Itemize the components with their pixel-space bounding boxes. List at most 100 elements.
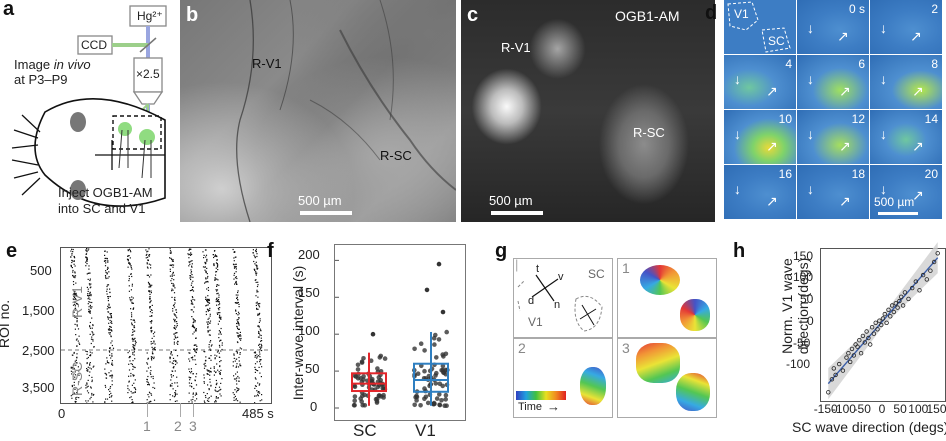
panel-e-ytick: 1,500 [22, 303, 55, 318]
arrow-icon: ↗ [839, 193, 851, 210]
panel-g-sub-2: 2 Time → [513, 338, 613, 418]
ccd-label: CCD [81, 38, 107, 52]
label-r-v1-c: R-V1 [501, 40, 531, 55]
data-point [375, 366, 380, 371]
wave-event [233, 249, 243, 403]
panel-f-ytick: 50 [305, 361, 319, 376]
wave-map-sc [676, 373, 710, 411]
frame-10s: 10↓↗ [724, 110, 796, 164]
wave-event [253, 249, 263, 404]
data-point [377, 393, 382, 398]
frame-time: 12 [852, 112, 865, 126]
box-plot [335, 245, 465, 420]
panel-g-sub-3: 3 [617, 338, 717, 418]
data-point [432, 336, 437, 341]
frame-time: 6 [858, 57, 865, 71]
panel-f-xtick-sc: SC [353, 421, 377, 441]
panel-label-h: h [733, 240, 745, 263]
scalebar-label-b: 500 µm [298, 193, 342, 208]
data-point [352, 403, 357, 408]
axis-letter-d: d [528, 295, 534, 307]
panel-d-frames: V1 SC 0 s↓↗ 2↓↗ 4↓↗ 6↓↗ 8↓↗ 10↓↗ 12↓↗ 14… [724, 0, 943, 220]
wave-event [145, 248, 156, 404]
panel-f-ytick: 150 [298, 285, 320, 300]
data-point [426, 401, 431, 406]
data-point [444, 403, 449, 408]
data-point [412, 347, 417, 352]
panel-g-sub-axes: | t v d n SC V1 [513, 258, 613, 338]
panel-h-ytick: 100 [793, 270, 813, 284]
panel-h-xtick: 150 [927, 402, 946, 416]
wave-event [187, 249, 197, 403]
panel-h-plot [820, 248, 946, 402]
panel-e-xtick: 485 s [242, 406, 274, 421]
data-point [443, 397, 448, 402]
panel-h-xtick: 100 [908, 402, 928, 416]
data-point [440, 384, 445, 389]
wave-tick [147, 403, 148, 417]
data-point [361, 377, 366, 382]
panel-c-image: c OGB1-AM R-V1 R-SC 500 µm [461, 0, 715, 222]
wave-map-v1 [640, 265, 680, 295]
arrow-icon: ↓ [807, 20, 814, 36]
data-point [356, 363, 361, 368]
arrow-icon: ↗ [837, 28, 849, 45]
panel-f-xtick-v1: V1 [415, 421, 436, 441]
panel-h-xtick: -50 [854, 402, 871, 416]
arrow-icon: ↗ [766, 83, 778, 100]
data-point [433, 373, 438, 378]
data-point [418, 403, 423, 408]
data-point [422, 348, 427, 353]
wave-event [127, 249, 137, 404]
panel-e-ytick: 3,500 [22, 380, 55, 395]
data-point [352, 399, 357, 404]
panel-h-ytick: 0 [807, 314, 814, 328]
wave-event [104, 251, 114, 404]
data-point [438, 403, 443, 408]
axis-letter-t: t [536, 263, 539, 275]
frame-outline: V1 SC [724, 0, 796, 54]
scatter-plot [821, 249, 945, 401]
injection-site-sc [139, 129, 155, 145]
wave-map-v1 [636, 343, 680, 383]
data-point [435, 396, 440, 401]
wave-tick [193, 403, 194, 417]
data-point [353, 394, 358, 399]
data-point [441, 370, 446, 375]
data-point [437, 262, 442, 267]
frame-time: 18 [852, 167, 865, 181]
panel-e-ytick: 2,500 [22, 343, 55, 358]
arrow-icon: ↓ [880, 71, 887, 87]
frame-14s: 14↓↗ [870, 110, 942, 164]
panel-f-ytick: 200 [298, 247, 320, 262]
arrow-icon: ↗ [766, 193, 778, 210]
frame-12s: 12↓↗ [797, 110, 869, 164]
arrow-icon: ↓ [880, 126, 887, 142]
arrow-icon: ↓ [880, 20, 887, 36]
wave-map-sc [680, 299, 710, 331]
injection-caption-line2: into SC and V1 [58, 201, 145, 216]
axis-letter-n: n [554, 299, 560, 311]
label-sc-g: SC [588, 267, 605, 281]
data-point [375, 399, 380, 404]
outline-sc-label: SC [768, 34, 785, 48]
arrow-icon: ↗ [912, 83, 924, 100]
panel-h-ytick: -100 [786, 357, 810, 371]
data-point [437, 337, 442, 342]
panel-label-d: d [705, 2, 717, 25]
data-point [437, 392, 442, 397]
injection-site-v1 [118, 122, 132, 136]
wave-event [213, 250, 223, 403]
data-point [379, 354, 384, 359]
vessel-lines [180, 0, 456, 222]
subpanel-number-3: 3 [622, 340, 630, 356]
panel-h-ytick: 50 [800, 292, 813, 306]
wave-event [202, 249, 212, 403]
frame-time: 8 [931, 57, 938, 71]
panel-f-plot [334, 244, 466, 421]
panel-e-xtick: 0 [58, 406, 65, 421]
panel-h-xlabel: SC wave direction (degs) [792, 419, 946, 435]
frame-8s: 8 ↓ ↗ [870, 55, 942, 109]
wave-event [85, 248, 95, 404]
panel-e-ylabel: ROI no. [0, 300, 12, 348]
